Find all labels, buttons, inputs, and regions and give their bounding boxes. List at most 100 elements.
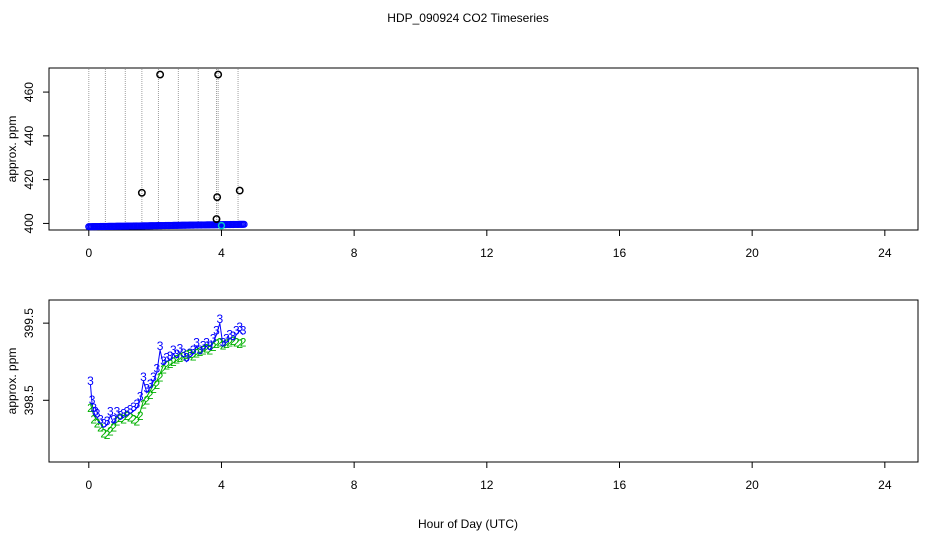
series-3-marker: 3 — [160, 354, 167, 368]
series-3-marker: 3 — [183, 351, 190, 365]
series-3-marker: 3 — [190, 343, 197, 357]
x-axis-label: Hour of Day (UTC) — [418, 517, 518, 531]
series-2-marker: 2 — [140, 397, 147, 411]
series-3-marker: 3 — [167, 349, 174, 363]
series-2-marker: 2 — [193, 346, 200, 360]
series-3-marker: 3 — [90, 401, 97, 415]
series-3-marker: 3 — [163, 351, 170, 365]
series-3-marker: 3 — [92, 405, 99, 419]
series-3-marker: 3 — [187, 346, 194, 360]
series-2-marker: 2 — [220, 339, 227, 353]
series-2-marker: 2 — [183, 348, 190, 362]
series-2-marker: 2 — [134, 414, 141, 428]
series-2-marker: 2 — [233, 336, 240, 350]
series-2-marker: 2 — [87, 401, 94, 415]
series-2-marker: 2 — [173, 353, 180, 367]
top-y-tick-label: 400 — [22, 213, 36, 233]
series-2-marker: 2 — [150, 382, 157, 396]
series-2-marker: 2 — [107, 424, 114, 438]
series-2-marker: 2 — [216, 336, 223, 350]
series-3-marker: 3 — [197, 343, 204, 357]
series-2-marker: 2 — [160, 363, 167, 377]
top-outlier-point — [213, 193, 222, 202]
series-2-marker: 2 — [230, 334, 237, 348]
series-2-marker: 2 — [197, 345, 204, 359]
top-x-tick-label: 0 — [85, 246, 92, 260]
series-2-marker: 2 — [127, 410, 134, 424]
series-2-marker: 2 — [240, 336, 247, 350]
series-3-marker: 3 — [140, 370, 147, 384]
series-3-marker: 3 — [127, 402, 134, 416]
series-3-marker: 3 — [150, 370, 157, 384]
series-3-marker: 3 — [117, 409, 124, 423]
series-3-marker: 3 — [87, 374, 94, 388]
top-plot-frame — [48, 67, 919, 231]
series-3-marker: 3 — [200, 338, 207, 352]
series-2-marker: 2 — [190, 349, 197, 363]
series-3-marker: 3 — [220, 335, 227, 349]
bottom-y-tick-label: 398.5 — [22, 385, 36, 415]
series-2-marker: 2 — [120, 413, 127, 427]
series-3-marker: 3 — [233, 324, 240, 338]
series-3-marker: 3 — [213, 324, 220, 338]
series-3-marker: 3 — [240, 324, 247, 338]
series-3-marker: 3 — [193, 335, 200, 349]
bottom-plot-frame — [48, 299, 919, 463]
series-2-marker: 2 — [137, 409, 144, 423]
series-2-marker: 2 — [110, 420, 117, 434]
top-outlier-point — [235, 186, 244, 195]
series-3-marker: 3 — [124, 405, 131, 419]
series-3-marker: 3 — [177, 341, 184, 355]
top-data-point — [240, 220, 248, 228]
top-outlier-point — [212, 215, 221, 224]
series-2-marker: 2 — [130, 413, 137, 427]
series-2-marker: 2 — [236, 337, 243, 351]
bottom-x-tick-label: 8 — [351, 478, 358, 492]
series-3-marker: 3 — [100, 416, 107, 430]
series-2-marker: 2 — [147, 388, 154, 402]
series-3-marker: 3 — [153, 362, 160, 376]
series-2-marker: 2 — [114, 414, 121, 428]
series-3-marker: 3 — [144, 382, 151, 396]
series-3-marker: 3 — [107, 405, 114, 419]
top-x-tick-label: 16 — [613, 246, 627, 260]
series-3-marker: 3 — [170, 343, 177, 357]
top-panel: approx. ppm 0 4 8 12 16 20 24 400 420 440 460 — [5, 67, 919, 260]
bottom-x-tick-label: 16 — [613, 478, 627, 492]
top-y-tick-label: 440 — [22, 126, 36, 146]
top-x-tick-label: 24 — [878, 246, 892, 260]
series-2-marker: 2 — [167, 357, 174, 371]
bottom-x-tick-label: 4 — [218, 478, 225, 492]
top-cyan-point — [217, 221, 226, 230]
series-2-marker: 2 — [210, 340, 217, 354]
top-x-tick-label: 12 — [480, 246, 494, 260]
top-x-tick-label: 8 — [351, 246, 358, 260]
series-3-marker: 3 — [207, 339, 214, 353]
series-3-marker: 3 — [97, 412, 104, 426]
top-y-axis-label: approx. ppm — [5, 116, 19, 183]
series-3-marker: 3 — [104, 414, 111, 428]
top-x-tick-label: 20 — [745, 246, 759, 260]
series-3-marker: 3 — [210, 331, 217, 345]
top-x-tick-label: 4 — [218, 246, 225, 260]
series-2-marker: 2 — [187, 347, 194, 361]
series-2-marker: 2 — [207, 343, 214, 357]
series-3-marker: 3 — [230, 329, 237, 343]
series-2-marker: 2 — [223, 337, 230, 351]
series-2-marker: 2 — [94, 417, 101, 431]
series-2-marker: 2 — [104, 428, 111, 442]
series-2-marker: 2 — [170, 355, 177, 369]
series-2-marker: 2 — [144, 393, 151, 407]
bottom-x-tick-label: 20 — [745, 478, 759, 492]
series-3-marker: 3 — [226, 328, 233, 342]
top-y-tick-label: 420 — [22, 169, 36, 189]
series-2-marker: 2 — [203, 342, 210, 356]
series-3-marker: 3 — [94, 406, 101, 420]
series-3-marker: 3 — [137, 389, 144, 403]
series-2-marker: 2 — [124, 409, 131, 423]
chart-title: HDP_090924 CO2 Timeseries — [387, 11, 548, 25]
series-2-marker: 2 — [200, 343, 207, 357]
series-2-marker: 2 — [177, 351, 184, 365]
top-outlier-point — [156, 70, 165, 79]
